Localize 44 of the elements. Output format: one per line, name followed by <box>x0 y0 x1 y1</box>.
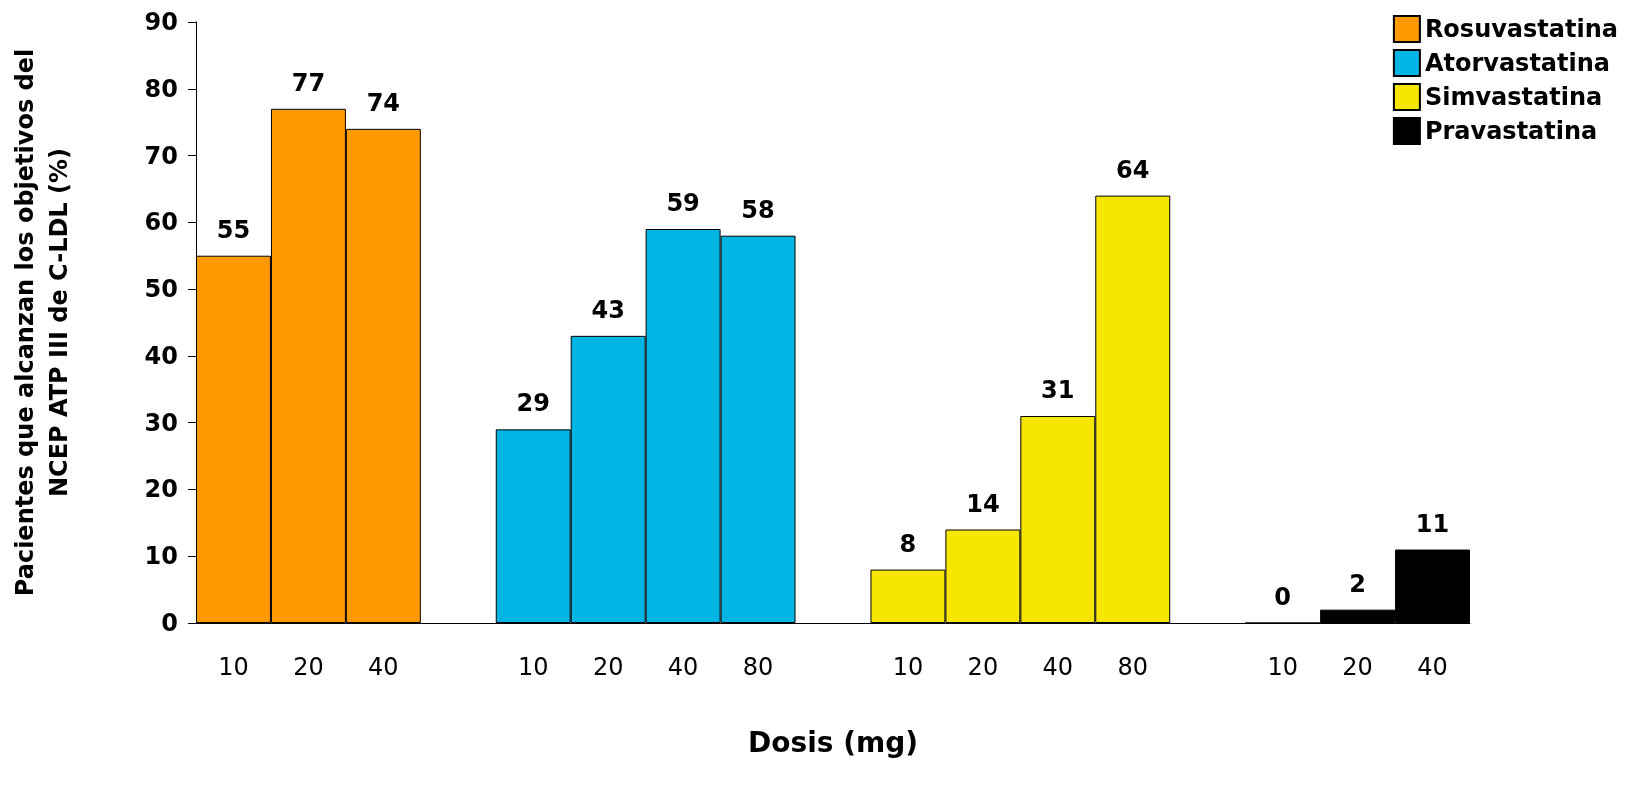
data-label: 74 <box>366 88 401 117</box>
y-tick-label: 10 <box>144 542 178 571</box>
data-label: 64 <box>1116 155 1150 184</box>
x-tick-label: 10 <box>517 653 549 681</box>
data-label: 14 <box>966 489 1000 518</box>
legend-label: Atorvastatina <box>1424 49 1611 77</box>
x-tick-label: 20 <box>293 653 324 681</box>
x-tick-label: 40 <box>667 653 699 681</box>
data-label: 43 <box>591 295 625 324</box>
y-tick-label: 50 <box>144 275 178 304</box>
x-tick-label: 80 <box>742 653 774 681</box>
data-label: 58 <box>741 195 775 224</box>
data-label: 8 <box>899 529 917 558</box>
x-tick-label: 40 <box>1042 653 1074 681</box>
x-tick-label: 40 <box>1417 653 1448 681</box>
data-label: 77 <box>291 68 326 97</box>
data-label: 59 <box>666 189 700 218</box>
y-tick-label: 90 <box>144 8 178 36</box>
y-tick-label: 80 <box>144 74 178 103</box>
data-label: 2 <box>1349 569 1366 598</box>
y-tick-label: 20 <box>144 475 178 504</box>
x-tick-label: 40 <box>368 653 399 681</box>
y-tick-label: 40 <box>144 341 178 370</box>
y-axis-title: Pacientes que alcanzan los objetivos del NCEP ATP III de C-LDL (%) <box>11 48 73 597</box>
x-axis-title: Dosis (mg) <box>748 725 918 759</box>
legend-label: Rosuvastatina <box>1424 15 1619 43</box>
data-label: 31 <box>1041 375 1075 404</box>
data-label: 11 <box>1415 509 1450 538</box>
x-tick-label: 80 <box>1117 653 1149 681</box>
x-tick-label: 10 <box>1267 653 1298 681</box>
data-label: 0 <box>1274 582 1291 611</box>
x-tick-label: 20 <box>592 653 624 681</box>
x-tick-label: 20 <box>967 653 999 681</box>
y-tick-label: 70 <box>144 141 178 170</box>
data-label: 29 <box>516 389 550 418</box>
x-tick-label: 20 <box>1342 653 1373 681</box>
legend-label: Pravastatina <box>1424 117 1598 145</box>
y-tick-label: 0 <box>161 609 178 637</box>
y-tick-label: 30 <box>144 408 178 437</box>
y-tick-label: 60 <box>144 208 178 237</box>
data-label: 55 <box>216 215 251 244</box>
x-tick-label: 10 <box>218 653 249 681</box>
x-tick-label: 10 <box>892 653 924 681</box>
legend-label: Simvastatina <box>1424 83 1603 111</box>
